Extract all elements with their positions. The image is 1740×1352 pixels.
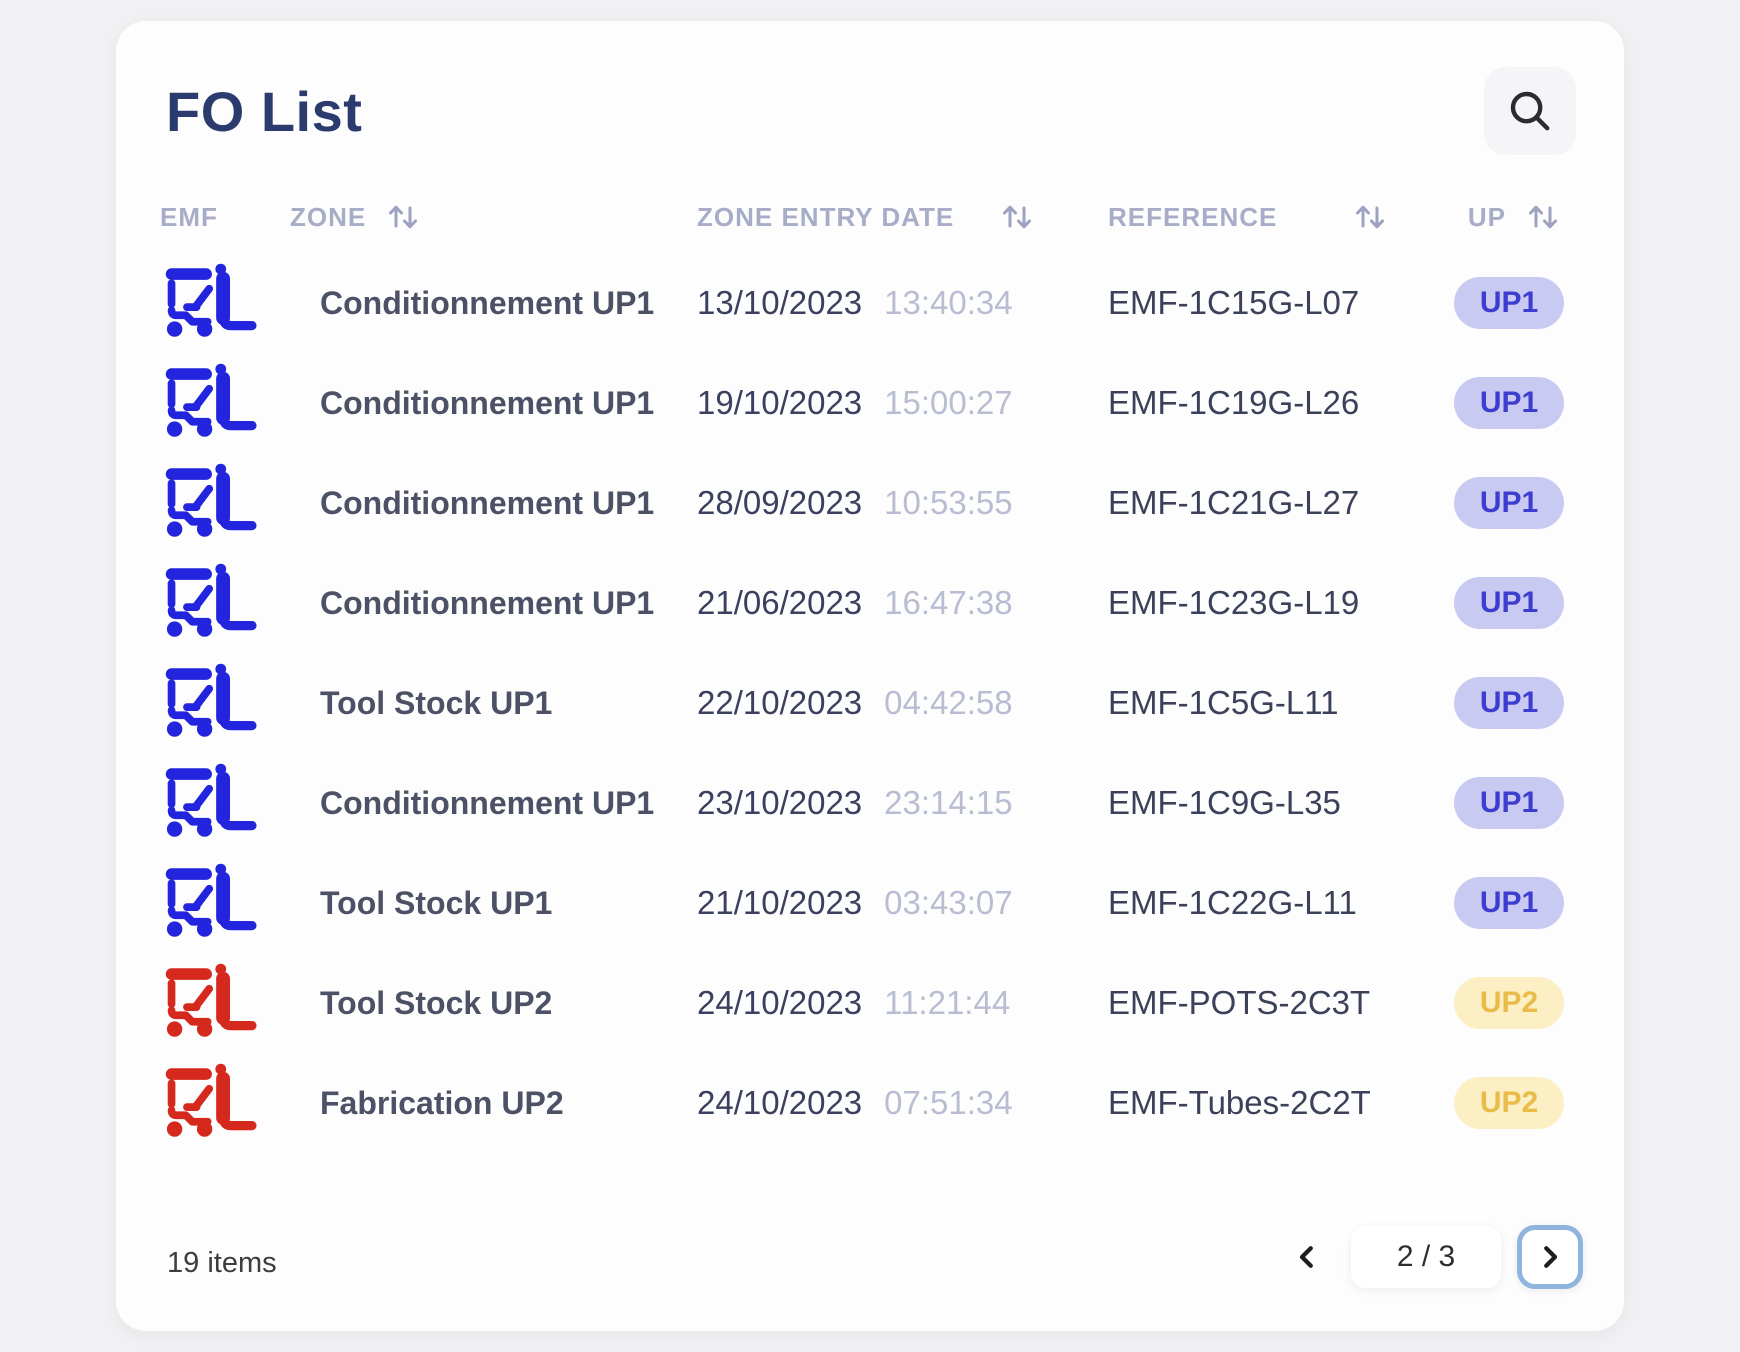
zone-label: Conditionnement UP1	[320, 384, 655, 421]
up-badge: UP1	[1454, 477, 1564, 529]
search-icon	[1506, 87, 1554, 135]
column-header-reference[interactable]: REFERENCE	[1108, 200, 1453, 234]
items-count: 19 items	[167, 1247, 277, 1279]
entry-time: 16:47:38	[884, 584, 1013, 621]
reference-label: EMF-1C9G-L35	[1108, 784, 1341, 821]
table-row[interactable]: Conditionnement UP1 19/10/2023 15:00:27 E…	[160, 353, 1580, 453]
column-header-emf: EMF	[160, 201, 218, 232]
zone-label: Tool Stock UP1	[320, 684, 553, 721]
table-row[interactable]: Conditionnement UP1 28/09/2023 10:53:55 E…	[160, 453, 1580, 553]
pagination: 2 / 3	[1279, 1213, 1583, 1301]
sort-icon	[1526, 200, 1560, 234]
up-badge: UP1	[1454, 577, 1564, 629]
table-row[interactable]: Conditionnement UP1 23/10/2023 23:14:15 E…	[160, 753, 1580, 853]
entry-time: 23:14:15	[884, 784, 1013, 821]
reference-label: EMF-1C15G-L07	[1108, 284, 1360, 321]
zone-label: Fabrication UP2	[320, 1084, 564, 1121]
zone-label: Tool Stock UP1	[320, 884, 553, 921]
reference-label: EMF-1C5G-L11	[1108, 684, 1339, 721]
fo-list-card: FO List EMF ZONE ZONE ENTRY DATE REFEREN…	[116, 21, 1624, 1331]
up-badge: UP1	[1454, 677, 1564, 729]
chevron-left-icon	[1292, 1242, 1322, 1272]
zone-label: Conditionnement UP1	[320, 584, 655, 621]
next-page-button[interactable]	[1517, 1225, 1583, 1289]
entry-time: 03:43:07	[884, 884, 1013, 921]
forklift-icon	[160, 262, 260, 340]
entry-date: 28/09/2023	[697, 484, 863, 521]
zone-label: Tool Stock UP2	[320, 984, 553, 1021]
entry-time: 15:00:27	[884, 384, 1013, 421]
entry-date: 21/06/2023	[697, 584, 863, 621]
sort-icon	[1000, 200, 1034, 234]
entry-date: 21/10/2023	[697, 884, 863, 921]
forklift-icon	[160, 762, 260, 840]
entry-time: 10:53:55	[884, 484, 1013, 521]
entry-date: 13/10/2023	[697, 284, 863, 321]
chevron-right-icon	[1535, 1242, 1565, 1272]
entry-time: 11:21:44	[884, 984, 1011, 1021]
table-row[interactable]: Tool Stock UP1 22/10/2023 04:42:58 EMF-1C…	[160, 653, 1580, 753]
table-row[interactable]: Fabrication UP2 24/10/2023 07:51:34 EMF-T…	[160, 1053, 1580, 1153]
table-body: Conditionnement UP1 13/10/2023 13:40:34 E…	[160, 253, 1580, 1153]
table-row[interactable]: Conditionnement UP1 21/06/2023 16:47:38 E…	[160, 553, 1580, 653]
forklift-icon	[160, 862, 260, 940]
reference-label: EMF-1C21G-L27	[1108, 484, 1360, 521]
up-badge: UP1	[1454, 377, 1564, 429]
table-row[interactable]: Tool Stock UP1 21/10/2023 03:43:07 EMF-1C…	[160, 853, 1580, 953]
reference-label: EMF-1C22G-L11	[1108, 884, 1357, 921]
up-badge: UP1	[1454, 277, 1564, 329]
entry-date: 24/10/2023	[697, 984, 863, 1021]
zone-label: Conditionnement UP1	[320, 284, 655, 321]
reference-label: EMF-POTS-2C3T	[1108, 984, 1371, 1021]
entry-date: 22/10/2023	[697, 684, 863, 721]
zone-label: Conditionnement UP1	[320, 784, 655, 821]
up-badge: UP2	[1454, 1077, 1564, 1129]
page-indicator: 2 / 3	[1351, 1226, 1501, 1288]
reference-label: EMF-1C23G-L19	[1108, 584, 1360, 621]
page-title: FO List	[166, 80, 363, 143]
table-header: EMF ZONE ZONE ENTRY DATE REFERENCE UP	[160, 191, 1580, 243]
entry-date: 19/10/2023	[697, 384, 863, 421]
sort-icon	[1353, 200, 1387, 234]
entry-date: 24/10/2023	[697, 1084, 863, 1121]
sort-icon	[386, 200, 420, 234]
forklift-icon	[160, 562, 260, 640]
entry-date: 23/10/2023	[697, 784, 863, 821]
table-row[interactable]: Tool Stock UP2 24/10/2023 11:21:44 EMF-PO…	[160, 953, 1580, 1053]
prev-page-button[interactable]	[1279, 1229, 1335, 1285]
forklift-icon	[160, 1062, 260, 1140]
up-badge: UP2	[1454, 977, 1564, 1029]
entry-time: 07:51:34	[884, 1084, 1013, 1121]
column-header-zone[interactable]: ZONE	[290, 200, 697, 234]
zone-label: Conditionnement UP1	[320, 484, 655, 521]
up-badge: UP1	[1454, 777, 1564, 829]
reference-label: EMF-Tubes-2C2T	[1108, 1084, 1371, 1121]
entry-time: 04:42:58	[884, 684, 1013, 721]
entry-time: 13:40:34	[884, 284, 1013, 321]
column-header-up[interactable]: UP	[1453, 200, 1580, 234]
column-header-zone-entry-date[interactable]: ZONE ENTRY DATE	[697, 200, 1108, 234]
forklift-icon	[160, 362, 260, 440]
forklift-icon	[160, 462, 260, 540]
forklift-icon	[160, 962, 260, 1040]
search-button[interactable]	[1484, 67, 1576, 155]
table-row[interactable]: Conditionnement UP1 13/10/2023 13:40:34 E…	[160, 253, 1580, 353]
reference-label: EMF-1C19G-L26	[1108, 384, 1360, 421]
forklift-icon	[160, 662, 260, 740]
up-badge: UP1	[1454, 877, 1564, 929]
